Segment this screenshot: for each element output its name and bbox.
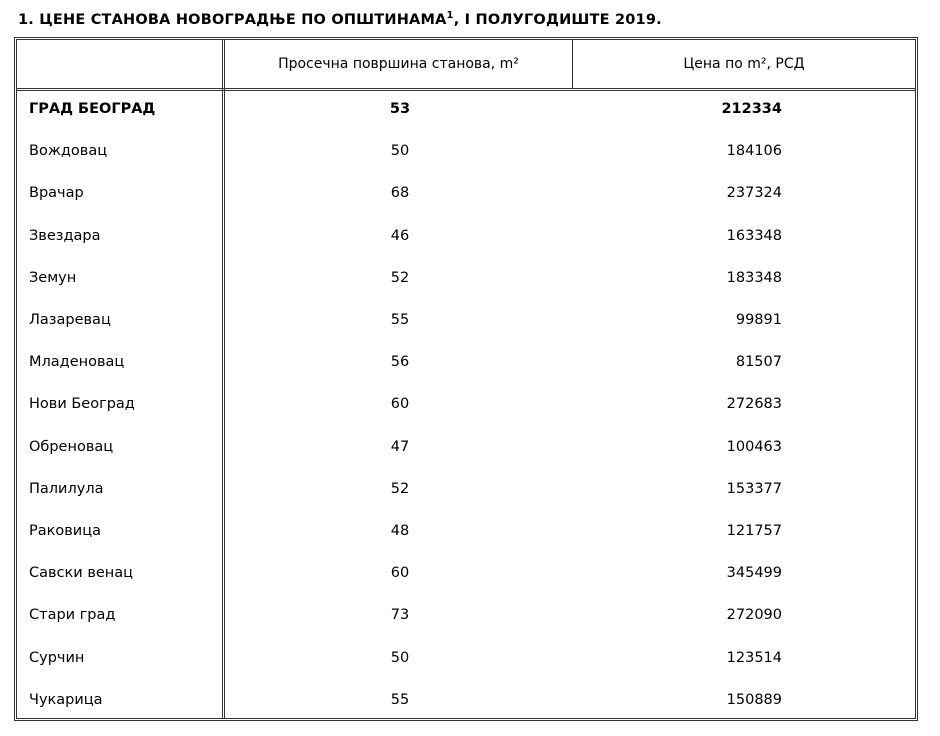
table-row: Младеновац 56 81507 bbox=[17, 347, 915, 389]
area-cell: 60 bbox=[390, 396, 410, 413]
municipality-cell: Обреновац bbox=[29, 438, 114, 455]
municipality-cell: Палилула bbox=[29, 480, 104, 497]
municipality-cell: Вождовац bbox=[29, 143, 108, 160]
table-row: Савски венац 60 345499 bbox=[17, 558, 915, 600]
municipality-cell: ГРАД БЕОГРАД bbox=[29, 101, 156, 117]
area-cell: 60 bbox=[390, 565, 410, 582]
price-cell: 81507 bbox=[735, 354, 782, 371]
table-row: Обреновац 47 100463 bbox=[17, 432, 915, 474]
price-cell: 153377 bbox=[726, 480, 782, 497]
table-row: Земун 52 183348 bbox=[17, 263, 915, 305]
header-divider bbox=[572, 40, 573, 88]
header-empty bbox=[17, 40, 222, 88]
header-price: Цена по m², РСД bbox=[683, 56, 805, 72]
area-cell: 68 bbox=[390, 185, 410, 202]
municipality-cell: Младеновац bbox=[29, 354, 125, 371]
table-row: Врачар 68 237324 bbox=[17, 178, 915, 220]
price-cell: 123514 bbox=[726, 649, 782, 666]
price-cell: 150889 bbox=[726, 691, 782, 708]
area-cell: 46 bbox=[390, 227, 410, 244]
area-cell: 56 bbox=[390, 354, 410, 371]
area-cell: 47 bbox=[390, 438, 410, 455]
table-row: Звездара 46 163348 bbox=[17, 221, 915, 263]
price-cell: 184106 bbox=[726, 143, 782, 160]
table-row: Палилула 52 153377 bbox=[17, 474, 915, 516]
municipality-cell: Звездара bbox=[29, 227, 101, 244]
area-cell: 50 bbox=[390, 143, 410, 160]
table-row: Чукарица 55 150889 bbox=[17, 685, 915, 727]
municipality-cell: Чукарица bbox=[29, 691, 103, 708]
price-table: Просечна површина станова, m² Цена по m²… bbox=[14, 37, 918, 721]
price-cell: 100463 bbox=[726, 438, 782, 455]
municipality-cell: Раковица bbox=[29, 523, 101, 539]
municipality-cell: Стари град bbox=[29, 607, 116, 624]
price-cell: 163348 bbox=[726, 227, 782, 244]
price-cell: 237324 bbox=[726, 185, 782, 202]
title-text: 1. ЦЕНЕ СТАНОВА НОВОГРАДЊЕ ПО ОПШТИНАМА bbox=[18, 11, 447, 28]
area-cell: 55 bbox=[390, 691, 410, 708]
price-cell: 212334 bbox=[721, 101, 782, 117]
municipality-cell: Савски венац bbox=[29, 565, 134, 582]
price-cell: 345499 bbox=[726, 565, 782, 582]
title-suffix: , I ПОЛУГОДИШТЕ 2019. bbox=[453, 11, 662, 28]
price-cell: 272090 bbox=[726, 607, 782, 624]
table-row: Стари град 73 272090 bbox=[17, 600, 915, 642]
area-cell: 52 bbox=[390, 269, 410, 286]
price-cell: 121757 bbox=[726, 523, 782, 539]
municipality-cell: Врачар bbox=[29, 185, 84, 202]
table-row: Вождовац 50 184106 bbox=[17, 136, 915, 178]
table-header: Просечна површина станова, m² Цена по m²… bbox=[17, 40, 915, 91]
table-row: Лазаревац 55 99891 bbox=[17, 305, 915, 347]
area-cell: 48 bbox=[390, 523, 410, 539]
price-cell: 99891 bbox=[735, 312, 782, 328]
footnote-marker: 1 bbox=[446, 10, 454, 21]
area-cell: 73 bbox=[390, 607, 410, 624]
table-title: 1. ЦЕНЕ СТАНОВА НОВОГРАДЊЕ ПО ОПШТИНАМА1… bbox=[18, 10, 662, 28]
table-row: Раковица 48 121757 bbox=[17, 516, 915, 558]
column-divider bbox=[222, 40, 225, 718]
municipality-cell: Земун bbox=[29, 269, 77, 286]
price-cell: 183348 bbox=[726, 269, 782, 286]
municipality-cell: Сурчин bbox=[29, 649, 85, 666]
table-row: Нови Београд 60 272683 bbox=[17, 389, 915, 431]
header-area: Просечна површина станова, m² bbox=[278, 56, 519, 72]
table-row: ГРАД БЕОГРАД 53 212334 bbox=[17, 94, 915, 136]
municipality-cell: Лазаревац bbox=[29, 312, 111, 328]
area-cell: 52 bbox=[390, 480, 410, 497]
price-cell: 272683 bbox=[726, 396, 782, 413]
area-cell: 53 bbox=[389, 101, 411, 117]
municipality-cell: Нови Београд bbox=[29, 396, 135, 413]
table-row: Сурчин 50 123514 bbox=[17, 643, 915, 685]
area-cell: 50 bbox=[390, 649, 410, 666]
area-cell: 55 bbox=[390, 312, 410, 328]
